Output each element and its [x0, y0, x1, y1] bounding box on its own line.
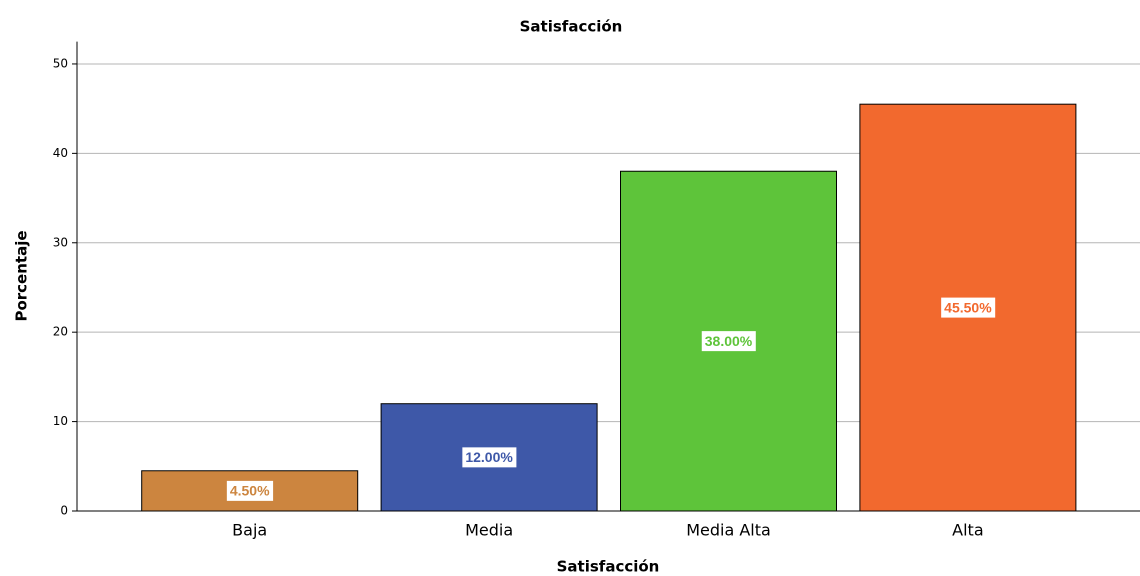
x-tick-label: Alta: [952, 521, 983, 540]
value-label: 4.50%: [230, 483, 270, 499]
y-axis-label: Porcentaje: [13, 230, 31, 321]
y-tick-label: 50: [53, 56, 68, 70]
x-tick-label: Baja: [232, 521, 267, 540]
value-label-box: [701, 331, 756, 352]
y-tick-label: 30: [53, 235, 68, 249]
value-label-box: [226, 480, 274, 501]
y-tick-label: 10: [53, 414, 68, 428]
x-tick-label: Media Alta: [686, 521, 771, 540]
y-tick-label: 0: [60, 504, 68, 518]
chart-title: Satisfacción: [520, 18, 623, 36]
y-tick-label: 40: [53, 146, 68, 160]
x-axis-label: Satisfacción: [557, 558, 660, 576]
x-tick-label: Media: [465, 521, 513, 540]
value-label: 12.00%: [465, 449, 513, 465]
y-tick-label: 20: [53, 325, 68, 339]
value-label: 38.00%: [705, 333, 753, 349]
value-label: 45.50%: [944, 299, 992, 315]
value-label-box: [941, 297, 996, 318]
value-label-box: [462, 447, 517, 468]
